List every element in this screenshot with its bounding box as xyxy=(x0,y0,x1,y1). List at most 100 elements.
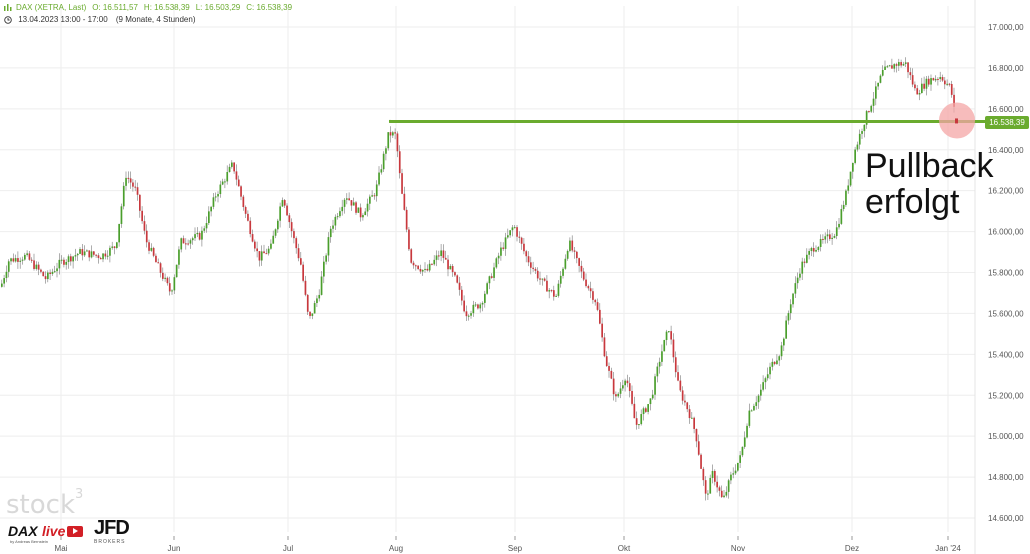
candle-body xyxy=(274,229,277,236)
candle-body xyxy=(918,93,921,95)
candle-body xyxy=(201,230,203,240)
candle-body xyxy=(458,282,461,290)
period-span: (9 Monate, 4 Stunden) xyxy=(115,15,196,24)
candle-body xyxy=(631,390,633,404)
candle-body xyxy=(891,65,893,69)
candle-body xyxy=(228,166,231,172)
candle-body xyxy=(923,83,925,89)
candle-body xyxy=(235,171,238,180)
x-tick-label: Jun xyxy=(168,544,181,553)
candle-body xyxy=(500,247,502,256)
candle-body xyxy=(599,309,601,324)
candle-body xyxy=(318,294,321,299)
candle-body xyxy=(456,275,459,283)
candle-body xyxy=(267,248,270,254)
candle-body xyxy=(603,337,606,357)
candle-body xyxy=(196,232,199,235)
candle-body xyxy=(877,82,879,87)
candle-body xyxy=(17,258,19,262)
candle-body xyxy=(102,253,104,260)
candle-body xyxy=(541,278,544,280)
candle-body xyxy=(884,66,886,70)
candle-body xyxy=(794,283,797,294)
candle-body xyxy=(293,231,295,239)
candle-body xyxy=(106,255,109,257)
candle-body xyxy=(654,376,656,395)
candle-body xyxy=(341,206,344,212)
candle-body xyxy=(461,289,463,301)
candle-body xyxy=(783,338,785,346)
candle-body xyxy=(398,151,401,174)
candle-body xyxy=(645,408,647,412)
stock3-watermark: stock3 xyxy=(6,487,83,520)
candle-body xyxy=(916,88,919,95)
candle-body xyxy=(746,425,748,438)
candle-body xyxy=(210,206,212,212)
candle-body xyxy=(355,202,357,213)
candle-body xyxy=(665,331,668,341)
candle-body xyxy=(415,265,417,267)
candle-body xyxy=(622,385,624,389)
candle-body xyxy=(559,275,562,284)
candle-body xyxy=(444,257,447,260)
candle-body xyxy=(90,251,93,258)
candle-body xyxy=(944,80,946,85)
candle-body xyxy=(171,290,173,292)
candle-body xyxy=(205,223,208,229)
candle-body xyxy=(371,195,373,197)
candle-body xyxy=(247,213,249,221)
candle-body xyxy=(872,98,875,106)
candle-body xyxy=(116,242,118,248)
candle-body xyxy=(932,78,935,81)
watermark-text: stock xyxy=(6,490,75,520)
candle-body xyxy=(518,236,521,238)
candle-body xyxy=(249,220,252,235)
candle-body xyxy=(635,418,638,425)
candle-body xyxy=(909,72,912,76)
candle-body xyxy=(438,255,440,257)
y-tick-label: 15.200,00 xyxy=(988,391,1024,400)
candle-body xyxy=(490,276,493,278)
candle-body xyxy=(771,361,774,367)
candle-body xyxy=(854,149,856,163)
candle-body xyxy=(159,263,162,273)
candle-body xyxy=(509,230,511,236)
candle-body xyxy=(122,185,125,207)
candle-body xyxy=(946,83,948,85)
y-tick-label: 15.400,00 xyxy=(988,350,1024,359)
candle-body xyxy=(382,153,385,170)
y-tick-label: 16.800,00 xyxy=(988,64,1024,73)
candle-body xyxy=(550,290,553,292)
candle-body xyxy=(845,190,847,205)
candle-body xyxy=(734,470,737,474)
candle-body xyxy=(237,179,240,187)
last-candle xyxy=(955,118,958,124)
candle-body xyxy=(571,240,574,251)
candle-body xyxy=(904,62,907,64)
candle-body xyxy=(168,283,171,292)
candle-body xyxy=(470,313,472,316)
candle-body xyxy=(838,223,840,228)
candle-body xyxy=(109,247,111,256)
candle-body xyxy=(792,293,794,305)
candle-body xyxy=(714,470,716,482)
candle-body xyxy=(546,280,548,292)
candle-body xyxy=(569,240,571,251)
candle-body xyxy=(803,261,806,263)
candle-body xyxy=(868,111,870,113)
candle-body xyxy=(350,200,353,206)
candle-body xyxy=(297,248,300,259)
candle-body xyxy=(300,258,302,265)
ohlc-line: DAX (XETRA, Last) O: 16.511,57 H: 16.538… xyxy=(4,3,298,12)
candle-body xyxy=(93,251,95,255)
candle-body xyxy=(592,291,594,300)
candle-body xyxy=(553,290,555,297)
candle-body xyxy=(856,144,859,150)
candle-body xyxy=(914,84,916,89)
candle-body xyxy=(295,238,298,249)
candle-body xyxy=(764,378,767,383)
x-tick-label: Nov xyxy=(731,544,745,553)
candle-body xyxy=(30,259,33,261)
candle-body xyxy=(732,473,735,475)
